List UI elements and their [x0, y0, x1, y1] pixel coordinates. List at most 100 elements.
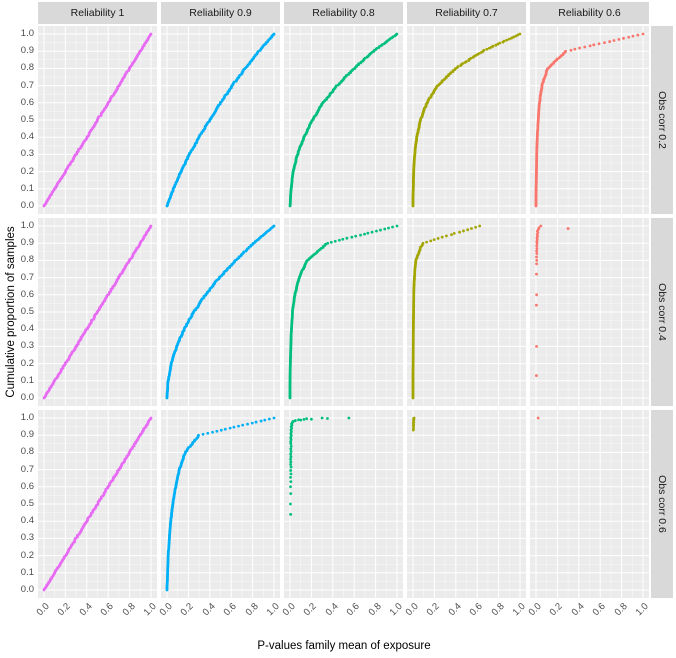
data-point: [425, 240, 428, 244]
data-point: [350, 235, 354, 239]
data-point: [345, 236, 349, 240]
data-point: [297, 418, 300, 422]
data-point: [329, 240, 333, 244]
facet-strip-row: Obs corr 0.6: [651, 410, 673, 598]
data-point: [354, 234, 358, 238]
data-point: [608, 40, 612, 43]
data-point: [293, 419, 297, 422]
data-point: [149, 416, 153, 420]
data-point: [510, 36, 513, 40]
data-point: [241, 423, 245, 427]
facet-panel: [38, 218, 157, 406]
data-point: [289, 465, 293, 469]
data-point: [535, 249, 539, 253]
y-tick-label: 0.7: [20, 463, 34, 475]
y-tick-label: 0.4: [20, 131, 34, 143]
data-point: [412, 416, 416, 420]
data-point: [359, 233, 362, 237]
data-point: [267, 417, 271, 421]
data-point: [564, 49, 567, 53]
data-point: [474, 225, 478, 229]
data-point: [326, 417, 329, 420]
data-point: [299, 418, 303, 422]
data-point: [535, 262, 539, 266]
data-point: [259, 419, 263, 423]
y-tick-label: 0.6: [20, 480, 34, 492]
data-point: [338, 238, 341, 242]
data-point: [289, 472, 293, 476]
facet-strip-col: Reliability 0.9: [161, 2, 280, 24]
facet-panel: [530, 26, 649, 214]
facet-panel: [284, 26, 403, 214]
y-tick-label: 0.2: [20, 549, 34, 561]
facet-strip-row-label: Obs corr 0.4: [656, 283, 668, 341]
data-point: [263, 418, 267, 422]
x-axis-title: P-values family mean of exposure: [257, 640, 431, 652]
y-tick-label: 1.0: [20, 412, 34, 423]
data-point: [310, 417, 313, 421]
y-tick-label: 0.8: [20, 62, 34, 74]
data-point: [289, 512, 293, 516]
y-tick-label: 0.2: [20, 165, 34, 177]
data-point: [498, 41, 502, 45]
facet-strip-col: Reliability 0.8: [284, 2, 403, 24]
data-point: [324, 242, 327, 246]
data-point: [636, 33, 640, 37]
data-point: [631, 34, 635, 38]
data-point: [289, 502, 292, 506]
data-point: [291, 420, 295, 423]
data-point: [535, 259, 539, 262]
facet-panel: [530, 410, 649, 598]
y-tick-label: 0.5: [20, 114, 34, 125]
data-point: [535, 246, 539, 250]
y-tick-label: 0.1: [20, 374, 34, 386]
data-point: [592, 43, 596, 47]
data-point: [569, 48, 573, 52]
data-point: [383, 227, 387, 231]
data-point: [289, 438, 293, 442]
y-tick-label: 0.9: [20, 429, 34, 441]
data-point: [333, 239, 337, 243]
data-point: [566, 227, 570, 230]
y-tick-label: 0.3: [20, 340, 34, 352]
data-point: [482, 48, 486, 52]
data-point: [201, 432, 205, 436]
data-point: [211, 430, 214, 434]
data-point: [289, 442, 293, 446]
y-tick-label: 0.3: [20, 532, 34, 544]
data-point: [272, 224, 276, 228]
data-point: [272, 416, 276, 420]
data-point: [432, 238, 436, 242]
data-point: [516, 33, 520, 37]
facet-panel: [284, 410, 403, 598]
data-point: [232, 425, 236, 429]
data-point: [246, 422, 249, 426]
data-point: [289, 455, 293, 459]
data-point: [320, 416, 324, 420]
data-point: [379, 228, 382, 232]
y-tick-label: 0.3: [20, 148, 34, 160]
y-tick-label: 1.0: [20, 28, 34, 39]
data-point: [470, 227, 473, 230]
data-point: [215, 429, 219, 433]
data-point: [461, 62, 465, 65]
data-point: [469, 57, 473, 60]
y-tick-label: 0.1: [20, 182, 34, 194]
data-point: [578, 46, 581, 50]
y-tick-label: 0.4: [20, 515, 34, 527]
data-point: [456, 65, 460, 68]
data-point: [617, 38, 621, 41]
data-point: [535, 374, 538, 378]
data-point: [612, 39, 616, 42]
facet-panel: [407, 26, 526, 214]
data-point: [458, 230, 461, 234]
data-point: [450, 233, 453, 237]
data-point: [491, 44, 495, 48]
y-tick-label: 0.0: [20, 584, 34, 595]
data-point: [289, 452, 293, 456]
data-point: [477, 51, 481, 55]
facet-panel: [161, 218, 280, 406]
data-point: [627, 35, 631, 39]
data-point: [641, 32, 645, 36]
data-point: [573, 47, 577, 51]
